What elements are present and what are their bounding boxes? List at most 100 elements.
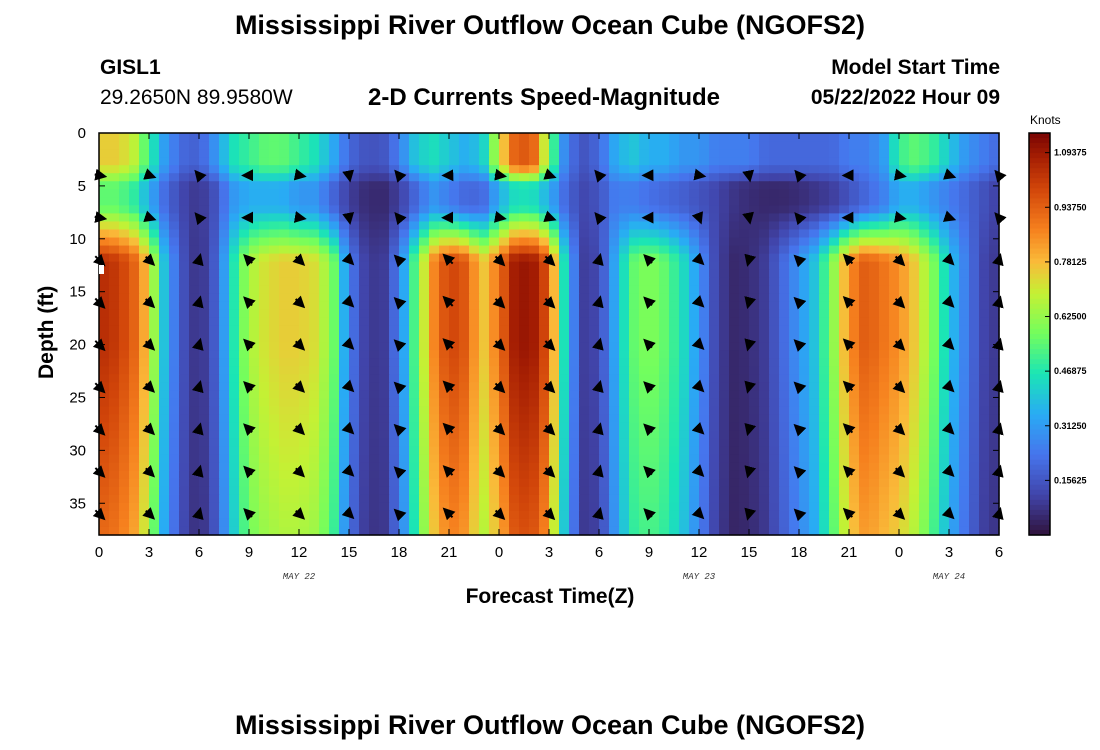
colorbar-segment <box>1029 389 1050 395</box>
heatmap-cell <box>359 221 370 231</box>
heatmap-cell <box>259 462 270 472</box>
heatmap-cell <box>419 141 430 150</box>
heatmap-cell <box>499 181 510 190</box>
heatmap-cell <box>259 334 270 343</box>
heatmap-cell <box>829 189 840 198</box>
heatmap-cell <box>379 229 390 239</box>
heatmap-cell <box>449 438 460 448</box>
heatmap-cell <box>179 141 190 150</box>
heatmap-cell <box>389 486 400 496</box>
heatmap-cell <box>879 213 890 223</box>
heatmap-cell <box>199 245 210 255</box>
heatmap-cell <box>639 454 650 464</box>
heatmap-cell <box>129 382 140 391</box>
heatmap-cell <box>729 374 740 383</box>
heatmap-cell <box>749 502 760 512</box>
heatmap-cell <box>219 470 230 480</box>
heatmap-cell <box>959 157 970 166</box>
heatmap-cell <box>629 414 640 424</box>
heatmap-cell <box>609 510 620 520</box>
heatmap-cell <box>269 462 280 472</box>
chart-subtitle: 2-D Currents Speed-Magnitude <box>368 84 721 111</box>
heatmap-cell <box>699 325 710 335</box>
heatmap-cell <box>289 285 300 295</box>
heatmap-cell <box>729 526 740 536</box>
heatmap-cell <box>979 334 990 343</box>
heatmap-cell <box>519 277 530 287</box>
heatmap-cell <box>969 430 980 440</box>
heatmap-cell <box>879 350 890 359</box>
current-arrow <box>892 464 906 478</box>
heatmap-cell <box>569 414 580 424</box>
heatmap-cell <box>659 518 670 528</box>
heatmap-cell <box>269 245 280 255</box>
heatmap-cell <box>359 414 370 424</box>
heatmap-cell <box>169 462 180 472</box>
heatmap-cell <box>969 494 980 504</box>
heatmap-cell <box>389 454 400 464</box>
heatmap-cell <box>629 446 640 456</box>
heatmap-cell <box>119 406 130 415</box>
heatmap-cell <box>229 462 240 472</box>
heatmap-cell <box>349 374 360 383</box>
heatmap-cell <box>439 221 450 231</box>
colorbar-segment <box>1029 349 1050 355</box>
heatmap-cell <box>229 414 240 424</box>
heatmap-cell <box>339 229 350 239</box>
heatmap-cell <box>119 430 130 440</box>
heatmap-cell <box>869 390 880 399</box>
heatmap-cell <box>719 470 730 480</box>
heatmap-cell <box>629 406 640 415</box>
heatmap-cell <box>829 285 840 295</box>
heatmap-cell <box>579 446 590 456</box>
heatmap-cell <box>489 494 500 504</box>
heatmap-cell <box>739 309 750 319</box>
heatmap-cell <box>189 502 200 512</box>
heatmap-cell <box>229 446 240 456</box>
heatmap-cell <box>859 462 870 472</box>
heatmap-cell <box>449 229 460 239</box>
heatmap-cell <box>739 486 750 496</box>
heatmap-cell <box>399 366 410 375</box>
heatmap-cell <box>349 430 360 440</box>
heatmap-cell <box>329 374 340 383</box>
heatmap-cell <box>559 309 570 319</box>
heatmap-cell <box>399 502 410 512</box>
heatmap-cell <box>969 221 980 231</box>
heatmap-cell <box>969 189 980 198</box>
heatmap-cell <box>529 269 540 279</box>
heatmap-cell <box>189 205 200 214</box>
heatmap-cell <box>789 478 800 488</box>
heatmap-cell <box>149 285 160 295</box>
heatmap-cell <box>719 165 730 174</box>
heatmap-cell <box>779 430 790 440</box>
heatmap-cell <box>739 165 750 174</box>
heatmap-cell <box>779 374 790 383</box>
heatmap-cell <box>749 189 760 198</box>
heatmap-cell <box>879 245 890 255</box>
x-tick-label: 12 <box>291 544 308 561</box>
heatmap-cell <box>599 245 610 255</box>
heatmap-cell <box>899 189 910 198</box>
heatmap-cell <box>779 398 790 407</box>
current-arrow <box>793 254 807 268</box>
heatmap-cell <box>719 149 730 158</box>
heatmap-cell <box>759 293 770 303</box>
heatmap-cell <box>239 518 250 528</box>
heatmap-cell <box>309 261 320 271</box>
heatmap-cell <box>959 277 970 287</box>
heatmap-cell <box>589 406 600 415</box>
heatmap-cell <box>369 446 380 456</box>
heatmap-cell <box>959 229 970 239</box>
heatmap-cell <box>919 205 930 214</box>
heatmap-cell <box>179 245 190 255</box>
heatmap-cell <box>309 486 320 496</box>
current-arrow <box>292 295 306 309</box>
heatmap-cell <box>649 229 660 239</box>
heatmap-cell <box>479 261 490 271</box>
heatmap-cell <box>99 277 110 287</box>
heatmap-cell <box>569 141 580 150</box>
heatmap-cell <box>469 317 480 327</box>
heatmap-cell <box>329 478 340 488</box>
heatmap-cell <box>559 197 570 206</box>
